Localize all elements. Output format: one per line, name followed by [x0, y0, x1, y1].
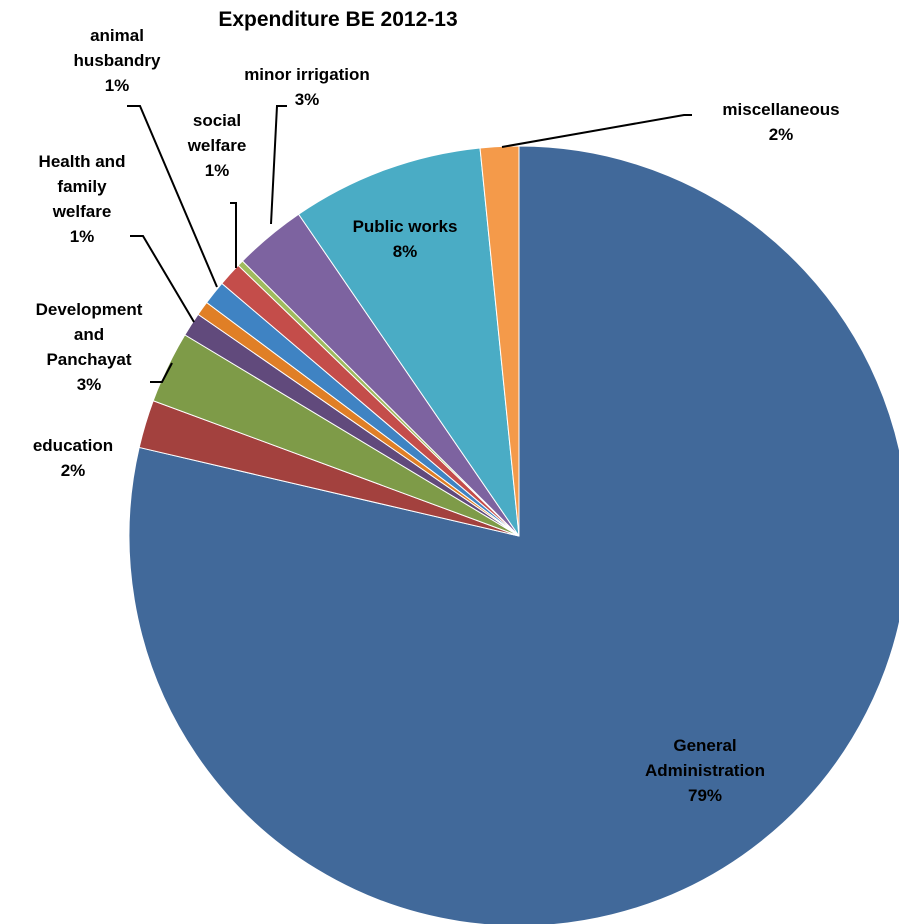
slice-percent-label: 2%	[769, 125, 794, 144]
pie-slice-11	[479, 145, 520, 537]
slice-name-label: husbandry	[74, 51, 161, 70]
slice-name-label: Health and	[39, 152, 126, 171]
data-label-1: General Administration 79%	[645, 736, 765, 805]
slice-name-label: welfare	[52, 202, 112, 221]
slice-name-label: family	[57, 177, 107, 196]
data-label-7: social welfare 1%	[187, 111, 247, 180]
leader-line-9	[270, 105, 287, 225]
data-label-10: Public works 8%	[353, 217, 458, 261]
data-label-11: miscellaneous 2%	[722, 100, 839, 144]
slice-name-label: minor irrigation	[244, 65, 370, 84]
slice-name-label: social	[193, 111, 241, 130]
slice-percent-label: 2%	[61, 461, 86, 480]
slice-percent-label: 1%	[205, 161, 230, 180]
slice-name-label: Public works	[353, 217, 458, 236]
leader-line-4	[130, 235, 195, 323]
pie-slices	[128, 145, 899, 924]
pie-slice-10	[297, 147, 520, 537]
data-label-2: education 2%	[33, 436, 113, 480]
slice-name-label: animal	[90, 26, 144, 45]
slice-name-label: Panchayat	[46, 350, 131, 369]
slice-percent-label: 3%	[77, 375, 102, 394]
chart-title: Expenditure BE 2012-13	[218, 8, 457, 31]
slice-name-label: education	[33, 436, 113, 455]
slice-percent-label: 8%	[393, 242, 418, 261]
slice-name-label: welfare	[187, 136, 247, 155]
slice-name-label: and	[74, 325, 104, 344]
slice-percent-label: 79%	[688, 786, 722, 805]
data-label-3: Development and Panchayat 3%	[36, 300, 143, 394]
slice-name-label: General	[673, 736, 736, 755]
slice-name-label: Administration	[645, 761, 765, 780]
data-label-4: Health and family welfare 1%	[39, 152, 126, 246]
slice-name-label: Development	[36, 300, 143, 319]
slice-percent-label: 1%	[105, 76, 130, 95]
slice-percent-label: 3%	[295, 90, 320, 109]
leader-line-7	[230, 202, 237, 268]
slice-percent-label: 1%	[70, 227, 95, 246]
data-label-6: animal husbandry 1%	[74, 26, 161, 95]
data-label-9: minor irrigation 3%	[244, 65, 370, 109]
slice-name-label: miscellaneous	[722, 100, 839, 119]
leader-lines	[127, 105, 692, 383]
leader-line-6	[127, 105, 218, 288]
leader-line-3	[150, 362, 173, 383]
slice-labels: General Administration 79% education 2% Devel…	[33, 26, 840, 805]
leader-line-11	[501, 114, 692, 148]
